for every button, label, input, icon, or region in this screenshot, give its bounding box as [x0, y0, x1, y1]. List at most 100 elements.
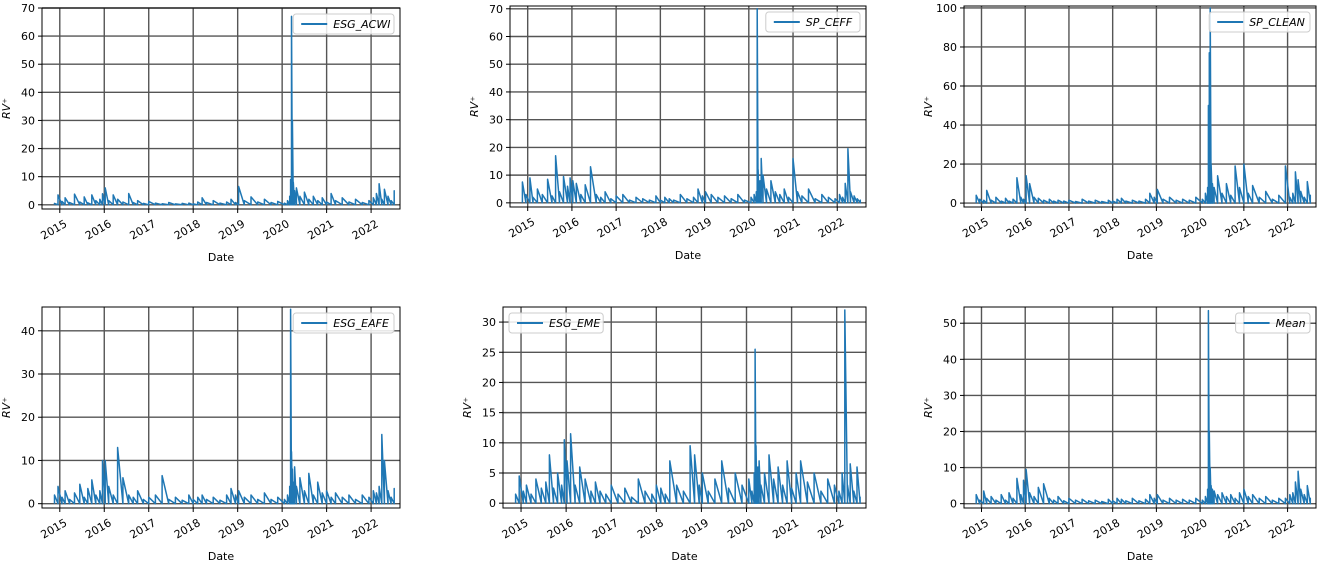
x-tick-label: 2020	[261, 516, 292, 541]
y-tick-label: 60	[21, 30, 35, 43]
chart-panel-esg-eme: 2015 2016 2017 2018 2019 2020 2021 2022 0 5 10 15 20…	[455, 300, 875, 562]
y-tick-label: 5	[489, 467, 496, 480]
chart-svg: 2015 2016 2017 2018 2019 2020 2021 2022 0 10 20 30 4…	[0, 306, 401, 562]
y-tick-label: 0	[28, 498, 35, 511]
plot-area	[964, 307, 1316, 508]
y-tick-label: 30	[21, 114, 35, 127]
x-tick-label: 2020	[1179, 516, 1210, 541]
x-tick-label: 2017	[127, 217, 158, 242]
x-tick-label: 2015	[960, 215, 991, 240]
y-tick-label: 50	[489, 58, 503, 71]
x-tick-label: 2019	[680, 516, 711, 541]
x-tick-label: 2019	[1135, 215, 1166, 240]
x-tick-label: 2019	[1135, 516, 1166, 541]
x-axis-title: Date	[208, 550, 235, 562]
plot-area	[42, 307, 400, 508]
x-tick-label: 2018	[1091, 215, 1122, 240]
chart-svg: 2015 2016 2017 2018 2019 2020 2021 2022 0 5 10 15 20…	[461, 306, 867, 562]
series-line	[53, 15, 395, 206]
y-tick-label: 30	[21, 368, 35, 381]
x-tick-label: 2016	[545, 516, 576, 541]
x-tick-label: 2020	[1179, 215, 1210, 240]
y-tick-label: 20	[943, 425, 957, 438]
y-tick-label: 10	[943, 462, 957, 475]
x-tick-label: 2020	[725, 516, 756, 541]
x-tick-label: 2018	[635, 516, 666, 541]
x-tick-label: 2018	[172, 516, 203, 541]
y-tick-label: 10	[21, 454, 35, 467]
y-tick-label: 40	[21, 325, 35, 338]
y-tick-label: 10	[21, 171, 35, 184]
axes-frame	[509, 5, 867, 208]
y-axis-title: RV⁺	[922, 96, 935, 117]
legend-label: Mean	[1276, 317, 1306, 330]
legend-label: SP_CEFF	[806, 16, 853, 29]
y-tick-label: 20	[21, 143, 35, 156]
y-tick-label: 0	[489, 497, 496, 510]
y-tick-label: 50	[21, 58, 35, 71]
x-tick-label: 2021	[1223, 516, 1254, 541]
axes-frame	[502, 306, 867, 509]
x-tick-label: 2020	[728, 215, 759, 240]
x-tick-label: 2021	[1223, 215, 1254, 240]
x-tick-label: 2018	[172, 217, 203, 242]
y-tick-label: 20	[489, 141, 503, 154]
legend-label: ESG_EME	[549, 317, 600, 330]
series-line	[975, 309, 1312, 505]
x-axis-title: Date	[671, 550, 698, 562]
legend-label: ESG_EAFE	[333, 317, 389, 330]
x-tick-label: 2019	[216, 217, 247, 242]
y-tick-label: 0	[496, 197, 503, 210]
y-tick-label: 0	[950, 498, 957, 511]
y-axis-title: RV⁺	[461, 397, 474, 418]
legend: SP_CLEAN	[1208, 11, 1311, 33]
axes-frame	[963, 306, 1317, 509]
x-tick-label: 2018	[1091, 516, 1122, 541]
x-tick-label: 2015	[506, 215, 537, 240]
x-tick-label: 2016	[551, 215, 582, 240]
y-tick-label: 40	[21, 86, 35, 99]
legend-box	[1235, 312, 1311, 334]
series-line	[514, 309, 861, 504]
plot-area	[42, 8, 400, 209]
axes-frame	[41, 7, 401, 210]
x-tick-label: 2022	[816, 215, 847, 240]
chart-svg: 2015 2016 2017 2018 2019 2020 2021 2022 0 20 40 60 8…	[922, 2, 1317, 262]
x-tick-label: 2018	[639, 215, 670, 240]
chart-panel-sp-clean: 2015 2016 2017 2018 2019 2020 2021 2022 0 20 40 60 8…	[910, 0, 1325, 270]
x-tick-label: 2017	[1048, 215, 1079, 240]
x-tick-label: 2017	[595, 215, 626, 240]
y-tick-label: 70	[21, 2, 35, 15]
chart-panel-esg-acwi: 2015 2016 2017 2018 2019 2020 2021 2022 0 10 20 30 4…	[0, 0, 420, 270]
legend-box	[765, 11, 861, 33]
legend-label: SP_CLEAN	[1249, 16, 1305, 29]
y-tick-label: 25	[482, 346, 496, 359]
x-tick-label: 2022	[1266, 215, 1297, 240]
chart-panel-sp-ceff: 2015 2016 2017 2018 2019 2020 2021 2022 0 10 20 30 4…	[455, 0, 875, 270]
plot-area	[964, 6, 1316, 207]
y-tick-label: 20	[21, 411, 35, 424]
y-tick-label: 10	[489, 169, 503, 182]
chart-svg: 2015 2016 2017 2018 2019 2020 2021 2022 0 10 20 30 4…	[0, 2, 401, 264]
x-tick-label: 2017	[1048, 516, 1079, 541]
x-tick-label: 2022	[1266, 516, 1297, 541]
y-tick-label: 40	[943, 353, 957, 366]
x-tick-label: 2015	[960, 516, 991, 541]
y-tick-label: 40	[943, 119, 957, 132]
chart-svg: 2015 2016 2017 2018 2019 2020 2021 2022 0 10 20 30 4…	[922, 306, 1317, 562]
axes-frame	[963, 5, 1317, 208]
legend: ESG_ACWI	[292, 13, 395, 35]
plot-area	[510, 6, 866, 207]
x-axis-title: Date	[1127, 550, 1154, 562]
y-tick-label: 15	[482, 407, 496, 420]
legend-label: ESG_ACWI	[333, 18, 390, 31]
x-tick-label: 2015	[39, 516, 70, 541]
y-tick-label: 0	[950, 197, 957, 210]
x-axis-title: Date	[675, 249, 702, 262]
x-tick-label: 2016	[83, 217, 114, 242]
legend: ESG_EAFE	[292, 312, 395, 334]
y-tick-label: 70	[489, 3, 503, 16]
x-tick-label: 2021	[305, 217, 336, 242]
legend-box	[1208, 11, 1311, 33]
x-tick-label: 2019	[683, 215, 714, 240]
